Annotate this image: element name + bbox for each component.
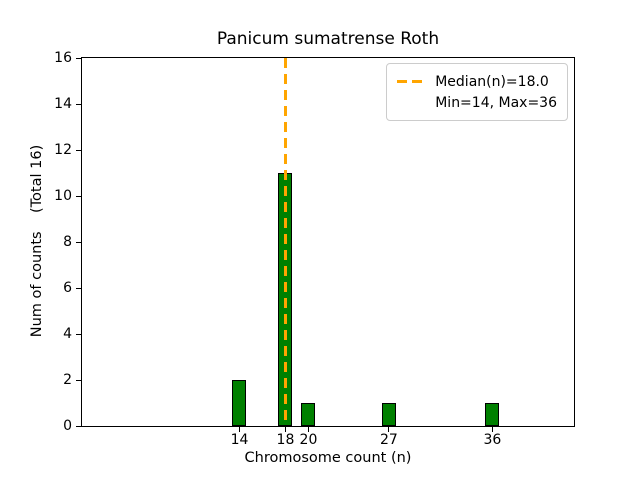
x-tick-mark-27 xyxy=(388,427,390,432)
legend-row-median: Median(n)=18.0 xyxy=(397,71,557,92)
y-tick-label-12: 12 xyxy=(54,142,72,158)
chart-title: Panicum sumatrense Roth xyxy=(216,29,440,49)
legend-label-median: Median(n)=18.0 xyxy=(435,73,549,90)
y-axis-ticks: 0 2 4 6 8 10 12 14 16 xyxy=(54,51,574,434)
legend-sample-empty xyxy=(397,101,425,104)
legend-label-minmax: Min=14, Max=36 xyxy=(435,94,557,111)
y-tick-mark-14 xyxy=(76,103,81,105)
y-tick-label-14: 14 xyxy=(54,96,72,112)
y-tick-mark-4 xyxy=(76,333,81,335)
legend-row-minmax: Min=14, Max=36 xyxy=(397,92,557,113)
x-tick-mark-18 xyxy=(284,427,286,432)
x-tick-label-14: 14 xyxy=(230,432,249,448)
median-line xyxy=(283,58,287,426)
x-tick-mark-20 xyxy=(307,427,309,432)
y-tick-mark-2 xyxy=(76,379,81,381)
bar-n27 xyxy=(381,403,396,426)
y-tick-mark-10 xyxy=(76,195,81,197)
y-tick-mark-8 xyxy=(76,241,81,243)
x-tick-label-20: 20 xyxy=(299,432,318,448)
y-tick-label-10: 10 xyxy=(54,188,72,204)
y-tick-label-6: 6 xyxy=(63,280,72,296)
y-tick-mark-16 xyxy=(76,57,81,59)
y-tick-label-2: 2 xyxy=(63,372,72,388)
x-tick-mark-36 xyxy=(491,427,493,432)
x-axis-ticks: 14 18 20 27 36 xyxy=(82,58,574,448)
bar-n14 xyxy=(232,380,247,426)
x-axis-label: Chromosome count (n) xyxy=(244,450,412,466)
y-tick-label-16: 16 xyxy=(54,50,72,66)
y-tick-mark-12 xyxy=(76,149,81,151)
y-tick-mark-6 xyxy=(76,287,81,289)
y-tick-label-8: 8 xyxy=(63,234,72,250)
y-tick-label-4: 4 xyxy=(63,326,72,342)
x-tick-label-36: 36 xyxy=(483,432,502,448)
y-tick-label-0: 0 xyxy=(63,418,72,434)
bar-n20 xyxy=(301,403,316,426)
x-tick-label-18: 18 xyxy=(276,432,295,448)
x-tick-mark-14 xyxy=(238,427,240,432)
plot-area: 0 2 4 6 8 10 12 14 16 14 18 20 27 36 Median(n)=18.0 … xyxy=(54,51,575,448)
median-dashed-line-icon xyxy=(397,80,426,83)
y-tick-mark-0 xyxy=(76,425,81,427)
legend: Median(n)=18.0 Min=14, Max=36 xyxy=(386,63,568,121)
x-tick-label-27: 27 xyxy=(380,432,398,448)
bar-n36 xyxy=(485,403,500,426)
